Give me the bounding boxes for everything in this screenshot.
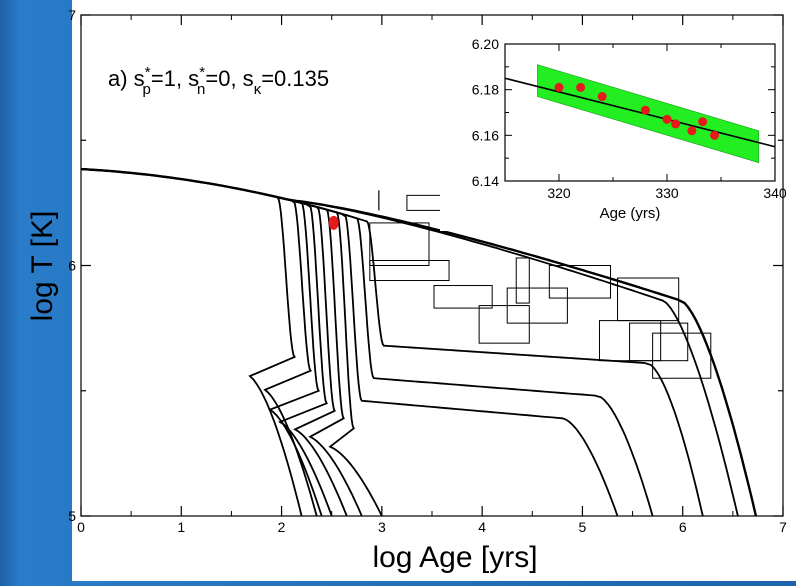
cooling-curves [80, 167, 758, 517]
y-tick-label: 7 [68, 7, 76, 23]
y-tick-label: 6 [68, 258, 76, 274]
x-tick-label: 0 [77, 519, 85, 535]
observation-box [369, 222, 430, 266]
inset-data-point [662, 114, 672, 124]
inset-axis-ticks: 320 330 340 6.14 6.16 6.18 6.20 [472, 36, 787, 201]
x-tick-label: 3 [378, 519, 386, 535]
x-tick-label: 5 [579, 519, 587, 535]
inset-y-tick-label: 6.14 [472, 173, 499, 189]
observation-box [433, 285, 493, 309]
main-axis-ticks: 0 1 2 3 4 5 6 7 5 6 7 [68, 7, 787, 535]
inset-data-point [671, 119, 681, 129]
x-axis-label: log Age [yrs] [372, 541, 537, 574]
inset-plot: 320 330 340 6.14 6.16 6.18 6.20 Age (yrs) [440, 26, 787, 231]
inset-data-point [698, 117, 708, 127]
inset-y-tick-label: 6.16 [472, 127, 499, 143]
observation-box [515, 257, 530, 304]
inset-data-point [687, 126, 697, 136]
inset-y-tick-label: 6.18 [472, 82, 499, 98]
x-tick-label: 2 [278, 519, 286, 535]
inset-y-tick-label: 6.20 [472, 36, 499, 52]
inset-data-point [640, 105, 650, 115]
fit-line [504, 77, 776, 148]
inset-x-tick-label: 330 [655, 185, 679, 201]
inset-data-point [710, 130, 720, 140]
inset-x-tick-label: 320 [547, 185, 571, 201]
observation-box [369, 259, 450, 282]
main-plot: 0 1 2 3 4 5 6 7 5 6 7 a) s* p=1, s* n=0, sκ=0.135 lo… [26, 7, 787, 574]
panel-annotation: a) s* p=1, s* n=0, sκ=0.135 [108, 64, 329, 98]
cooling-curve [80, 168, 739, 517]
y-tick-label: 5 [68, 508, 76, 524]
x-tick-label: 4 [478, 519, 486, 535]
inset-data-point [597, 92, 607, 102]
observation-box [506, 287, 568, 324]
observation-box [478, 305, 530, 344]
x-tick-label: 1 [177, 519, 185, 535]
inset-x-axis-label: Age (yrs) [600, 205, 661, 222]
data-point [328, 215, 339, 230]
inset-data-point [576, 82, 586, 92]
inset-x-tick-label: 340 [763, 185, 787, 201]
y-axis-label: log T [K] [26, 211, 59, 322]
x-tick-label: 7 [779, 519, 787, 535]
observation-box [548, 265, 612, 299]
inset-data-points [554, 82, 720, 140]
inset-data-point [554, 82, 564, 92]
x-tick-label: 6 [679, 519, 687, 535]
